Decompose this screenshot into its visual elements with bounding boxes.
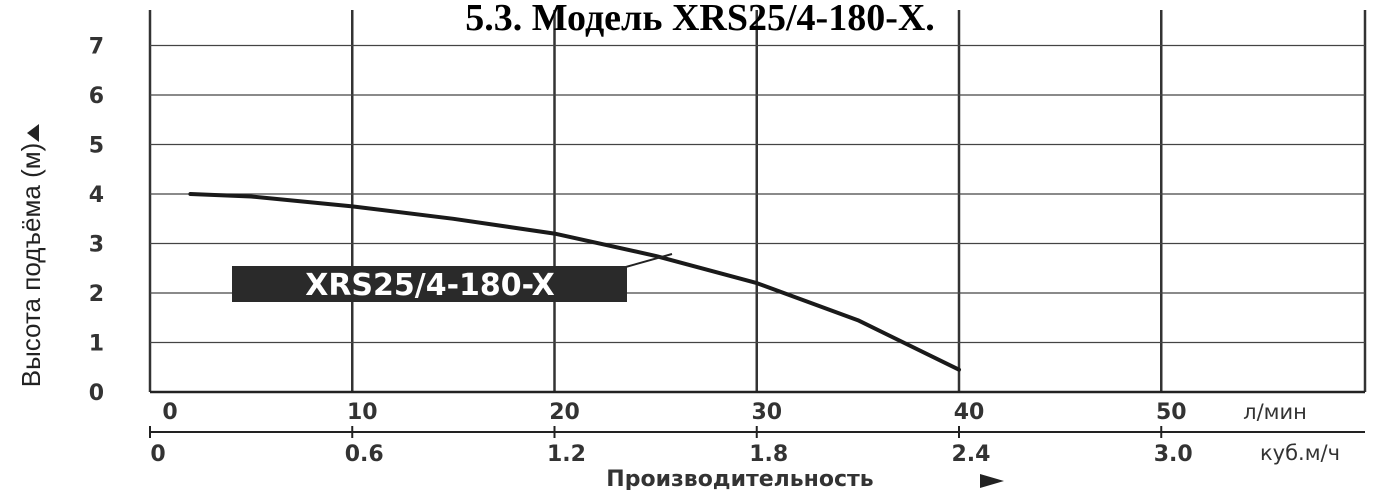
x-primary-tick-label: 50 [1156,400,1187,425]
x-secondary-tick-label: 1.8 [749,442,788,467]
x-primary-tick-label: 30 [751,400,782,425]
x-axis-label: Производительность [606,467,873,490]
y-tick-label: 4 [89,183,104,208]
x-secondary-unit: куб.м/ч [1260,441,1340,465]
x-primary-tick-label: 10 [347,400,378,425]
x-secondary-tick-label: 0.6 [345,442,384,467]
y-tick-label: 2 [89,282,104,307]
y-tick-label: 1 [89,332,104,357]
plot-area [188,192,961,372]
series-label-text: XRS25/4-180-X [305,268,555,303]
y-tick-label: 0 [89,381,104,406]
y-axis-arrow-icon [27,124,39,142]
x-axis-arrow-icon [980,474,1004,488]
series-line [188,192,961,372]
series-label: XRS25/4-180-X [232,253,673,303]
x-secondary-tick-label: 0 [150,442,165,467]
x-primary-unit: л/мин [1243,400,1307,424]
x-primary-tick-label: 0 [162,400,177,425]
y-tick-label: 5 [89,134,104,159]
x-secondary-tick-label: 2.4 [952,442,991,467]
x-primary-tick-label: 40 [954,400,985,425]
y-axis-label: Высота подъёма (м) [16,143,46,388]
chart-title: 5.3. Модель XRS25/4-180-X. [465,0,935,39]
y-tick-label: 7 [89,35,104,60]
x-secondary-tick-label: 3.0 [1154,442,1193,467]
x-tick-labels: 0 10 20 30 40 50 0 0.6 1.2 1.8 2.4 3.0 [150,400,1192,467]
x-axis-title: Производительность [606,467,1004,490]
y-axis-title: Высота подъёма (м) [16,124,46,387]
x-secondary-tick-label: 1.2 [547,442,586,467]
x-primary-tick-label: 20 [549,400,580,425]
y-tick-labels: 0 1 2 3 4 5 6 7 [89,35,104,407]
y-tick-label: 6 [89,84,104,109]
series-label-box [232,266,627,302]
grid [148,10,1367,438]
y-tick-label: 3 [89,233,104,258]
